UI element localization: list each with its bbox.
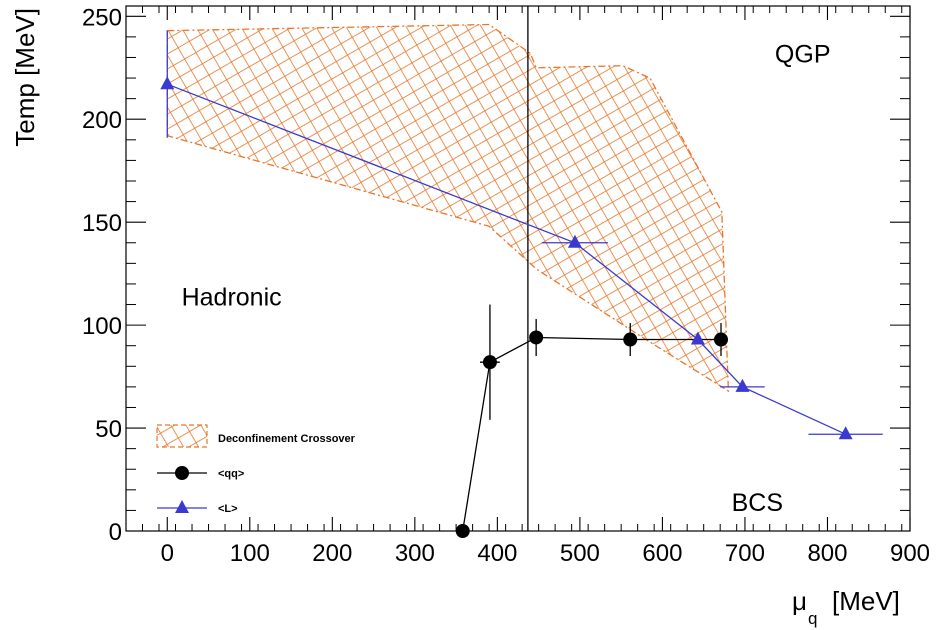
plot-frame	[125, 5, 911, 532]
legend-label-l: <L>	[218, 503, 238, 515]
x-axis-title-subscript: q	[808, 609, 817, 628]
point-qq-3	[623, 332, 638, 347]
ticks-layer	[125, 6, 911, 532]
x-axis-title: μ q [MeV]	[792, 586, 900, 628]
x-axis-title-unit: [MeV]	[832, 586, 900, 616]
series-line-qq	[462, 336, 721, 531]
point-l-2	[690, 331, 705, 345]
point-l-3	[735, 378, 750, 392]
x-tick-label-500: 500	[560, 540, 600, 567]
x-tick-label-600: 600	[642, 540, 682, 567]
x-tick-label-700: 700	[725, 540, 765, 567]
tick-labels-layer: 0 100 200 300 400 500 600 700 800 900 0 50 100 150 200…	[82, 4, 930, 567]
point-l-0	[160, 76, 175, 90]
point-l-4	[838, 426, 853, 440]
point-qq-4	[714, 332, 729, 347]
legend: Deconfinement Crossover <qq> <L>	[156, 424, 356, 515]
point-qq-1	[482, 355, 497, 370]
x-tick-label-0: 0	[161, 540, 174, 567]
x-tick-label-900: 900	[890, 540, 930, 567]
x-tick-label-400: 400	[477, 540, 517, 567]
x-tick-label-800: 800	[807, 540, 847, 567]
region-label-bcs: BCS	[732, 489, 783, 517]
region-label-hadronic: Hadronic	[182, 283, 282, 311]
x-axis-title-symbol: μ	[792, 586, 807, 616]
x-tick-label-300: 300	[395, 540, 435, 567]
y-tick-label-100: 100	[82, 313, 122, 340]
y-tick-label-250: 250	[82, 4, 122, 31]
deconfinement-band	[166, 23, 730, 393]
y-tick-label-50: 50	[95, 416, 122, 443]
y-tick-label-150: 150	[82, 210, 122, 237]
y-tick-label-200: 200	[82, 107, 122, 134]
legend-label-band: Deconfinement Crossover	[218, 433, 356, 445]
y-axis-title: Temp [MeV]	[10, 8, 40, 147]
markers-layer	[160, 76, 853, 538]
legend-label-qq: <qq>	[218, 468, 244, 480]
x-tick-label-200: 200	[312, 540, 352, 567]
legend-marker-qq	[175, 466, 189, 480]
legend-marker-l	[175, 500, 189, 513]
point-qq-2	[529, 330, 544, 345]
legend-swatch-band	[156, 424, 208, 448]
point-l-1	[567, 234, 582, 248]
region-label-qgp: QGP	[775, 40, 831, 68]
band-layer	[166, 23, 730, 393]
y-tick-label-0: 0	[109, 519, 122, 546]
x-tick-label-100: 100	[230, 540, 270, 567]
